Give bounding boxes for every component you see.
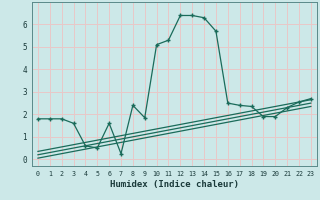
X-axis label: Humidex (Indice chaleur): Humidex (Indice chaleur) bbox=[110, 180, 239, 189]
